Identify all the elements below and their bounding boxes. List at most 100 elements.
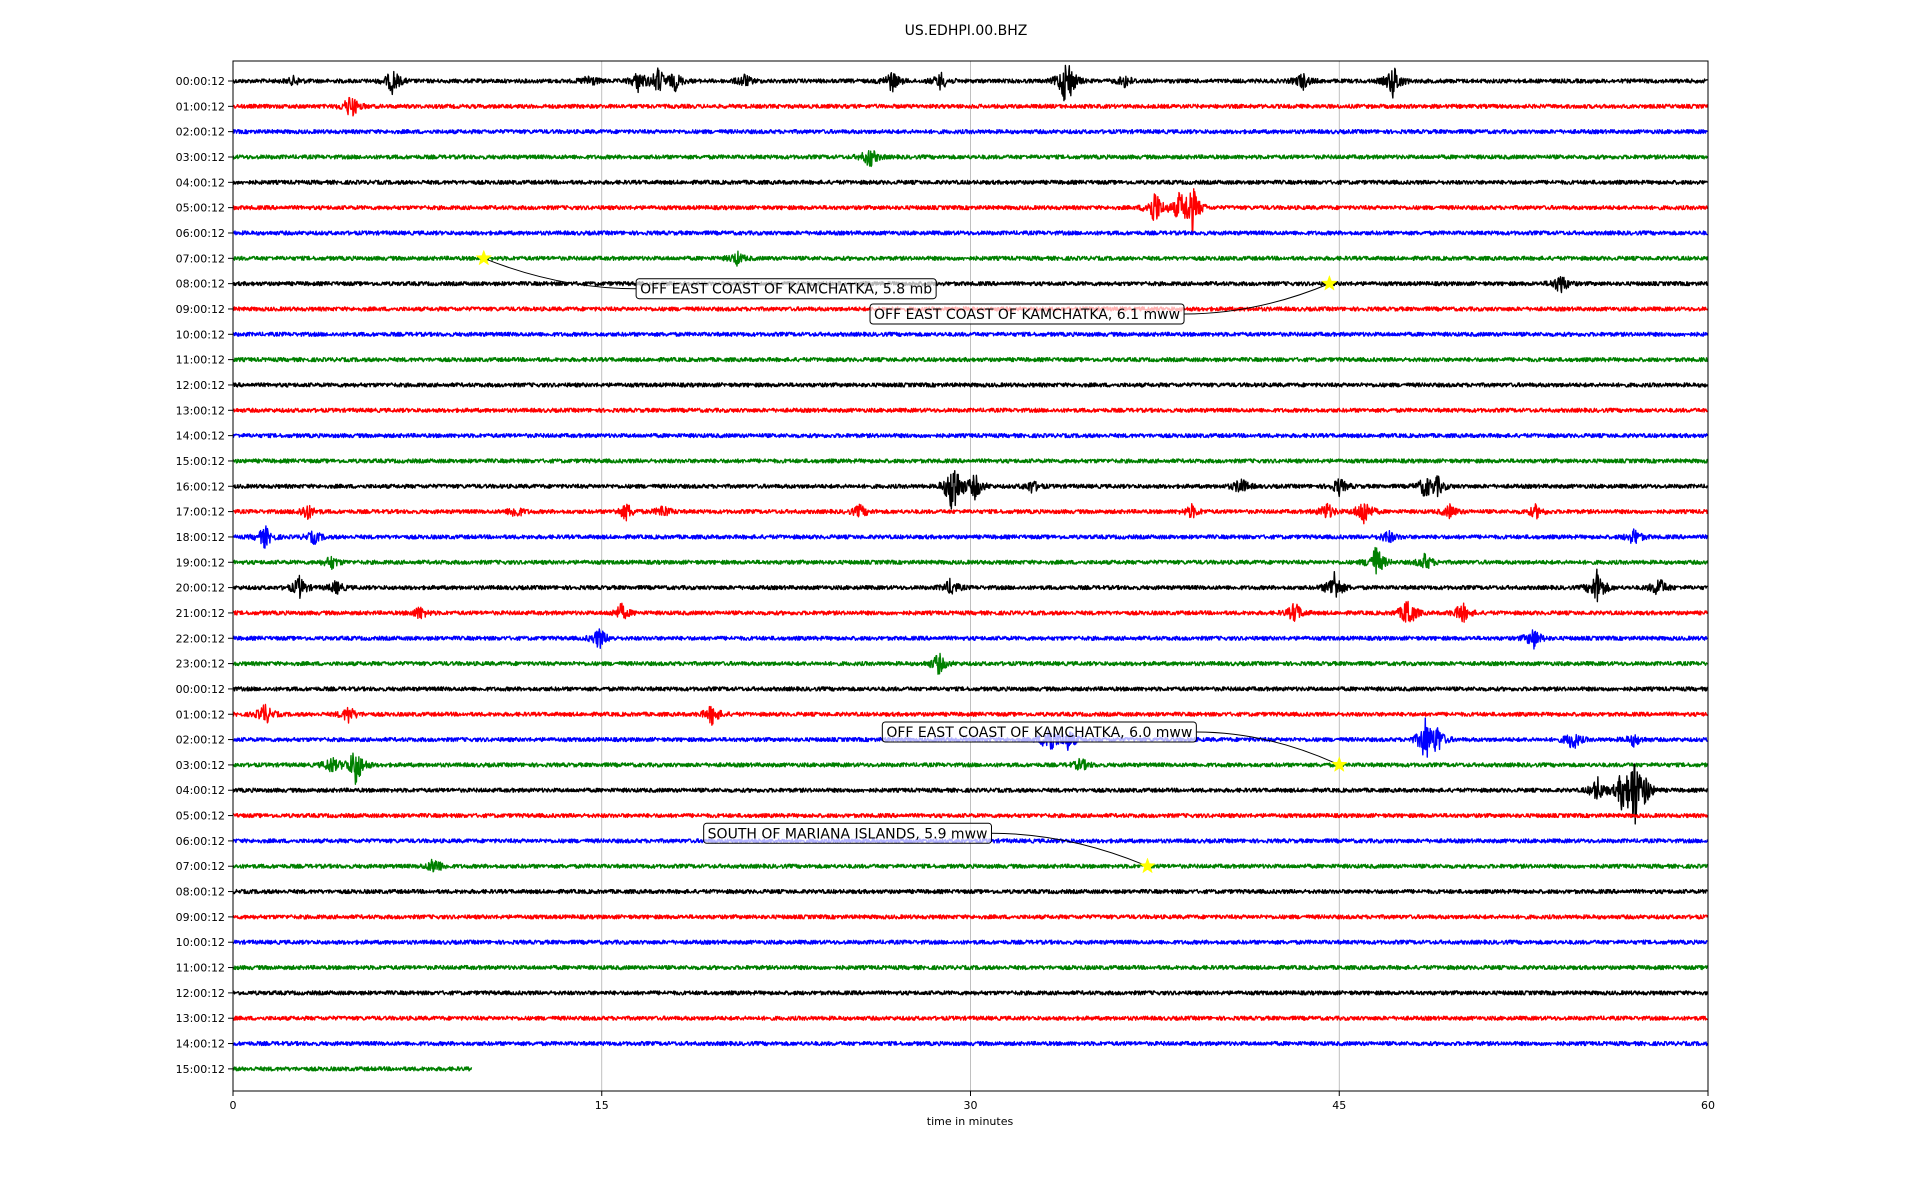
row-time-label: 00:00:12 (176, 75, 225, 88)
row-time-label: 15:00:12 (176, 1063, 225, 1076)
row-time-label: 01:00:12 (176, 100, 225, 113)
trace-row-18 (232, 525, 1709, 549)
row-time-label: 14:00:12 (176, 430, 225, 443)
trace-row-32 (232, 888, 1709, 895)
row-time-label: 08:00:12 (176, 278, 225, 291)
trace-row-13 (232, 407, 1709, 413)
gridlines (601, 61, 1340, 1091)
trace-row-10 (232, 331, 1709, 337)
trace-row-16 (232, 470, 1708, 510)
x-tick-label: 60 (1701, 1099, 1715, 1112)
row-time-label: 06:00:12 (176, 835, 225, 848)
row-time-label: 09:00:12 (176, 303, 225, 316)
row-time-label: 21:00:12 (176, 607, 225, 620)
row-time-label: 02:00:12 (176, 126, 225, 139)
row-time-label: 03:00:12 (176, 151, 225, 164)
trace-row-27 (232, 752, 1709, 785)
row-time-label: 14:00:12 (176, 1038, 225, 1051)
y-tick-labels: 00:00:12 01:00:12 02:00:12 03:00:12 04:00:12… (176, 75, 233, 1076)
event-star-marker (1330, 756, 1348, 772)
row-time-label: 11:00:12 (176, 962, 225, 975)
event-label-box (869, 303, 1185, 325)
trace-row-12 (232, 382, 1709, 388)
event-label-box (635, 278, 937, 300)
event-connector (991, 832, 1148, 867)
row-time-label: 09:00:12 (176, 911, 225, 924)
row-time-label: 12:00:12 (176, 379, 225, 392)
event-annotation: OFF EAST COAST OF KAMCHATKA, 5.8 mb (475, 249, 937, 300)
event-star-marker (1321, 274, 1338, 291)
trace-row-38 (232, 1040, 1709, 1047)
chart-title: US.EDHPI.00.BHZ (905, 23, 1028, 39)
trace-row-5 (232, 188, 1708, 235)
event-label: OFF EAST COAST OF KAMCHATKA, 5.8 mb (640, 282, 932, 298)
event-connector (483, 257, 637, 290)
row-time-label: 07:00:12 (176, 252, 225, 265)
event-annotation: OFF EAST COAST OF KAMCHATKA, 6.1 mww (869, 274, 1338, 325)
row-time-label: 22:00:12 (176, 632, 225, 645)
x-tick-label: 45 (1332, 1099, 1346, 1112)
event-label: OFF EAST COAST OF KAMCHATKA, 6.0 mww (886, 725, 1192, 741)
x-tick-label: 15 (595, 1099, 609, 1112)
trace-row-33 (232, 914, 1709, 920)
row-time-label: 03:00:12 (176, 759, 225, 772)
row-time-label: 17:00:12 (176, 506, 225, 519)
trace-row-6 (232, 230, 1708, 236)
trace-row-14 (232, 432, 1709, 439)
trace-row-7 (232, 250, 1709, 267)
trace-row-21 (232, 600, 1709, 623)
event-label-box (703, 822, 992, 844)
row-time-label: 04:00:12 (176, 784, 225, 797)
trace-row-20 (232, 568, 1708, 603)
row-time-label: 16:00:12 (176, 480, 225, 493)
event-star-marker (475, 249, 493, 266)
row-time-label: 18:00:12 (176, 531, 225, 544)
trace-row-3 (232, 149, 1709, 168)
trace-row-1 (232, 96, 1709, 117)
x-tick-label: 30 (964, 1099, 978, 1112)
trace-row-17 (232, 502, 1709, 525)
trace-row-19 (232, 546, 1709, 575)
trace-row-23 (232, 652, 1708, 675)
row-time-label: 19:00:12 (176, 556, 225, 569)
row-time-label: 13:00:12 (176, 1012, 225, 1025)
x-tick-labels: 0 15 30 45 60 (230, 1091, 1715, 1112)
row-time-label: 13:00:12 (176, 404, 225, 417)
x-tick-label: 0 (230, 1099, 237, 1112)
row-time-label: 23:00:12 (176, 658, 225, 671)
trace-row-22 (232, 628, 1709, 650)
trace-row-15 (232, 458, 1708, 464)
event-label: OFF EAST COAST OF KAMCHATKA, 6.1 mww (874, 307, 1180, 323)
trace-row-28 (232, 763, 1708, 825)
trace-row-8 (232, 275, 1709, 294)
event-annotation: SOUTH OF MARIANA ISLANDS, 5.9 mww (703, 822, 1156, 874)
trace-row-37 (232, 1015, 1708, 1021)
event-star-marker (1139, 857, 1156, 874)
trace-row-11 (232, 356, 1709, 363)
trace-row-0 (232, 64, 1708, 102)
trace-row-25 (232, 703, 1708, 726)
trace-row-39 (232, 1066, 473, 1072)
row-time-label: 08:00:12 (176, 886, 225, 899)
event-label-box (881, 721, 1197, 743)
x-axis-label: time in minutes (927, 1115, 1014, 1128)
trace-row-4 (232, 179, 1708, 186)
row-time-label: 12:00:12 (176, 987, 225, 1000)
row-time-label: 04:00:12 (176, 176, 225, 189)
row-time-label: 05:00:12 (176, 202, 225, 215)
row-time-label: 02:00:12 (176, 734, 225, 747)
trace-row-34 (232, 939, 1708, 945)
row-time-label: 01:00:12 (176, 708, 225, 721)
trace-row-2 (232, 128, 1709, 135)
event-annotations: OFF EAST COAST OF KAMCHATKA, 5.8 mb OFF E… (475, 249, 1348, 874)
row-time-label: 07:00:12 (176, 860, 225, 873)
row-time-label: 06:00:12 (176, 227, 225, 240)
row-time-label: 11:00:12 (176, 354, 225, 367)
row-time-label: 10:00:12 (176, 328, 225, 341)
row-time-label: 10:00:12 (176, 936, 225, 949)
trace-row-36 (232, 990, 1709, 996)
event-label: SOUTH OF MARIANA ISLANDS, 5.9 mww (708, 826, 988, 842)
event-connector (1184, 283, 1330, 315)
